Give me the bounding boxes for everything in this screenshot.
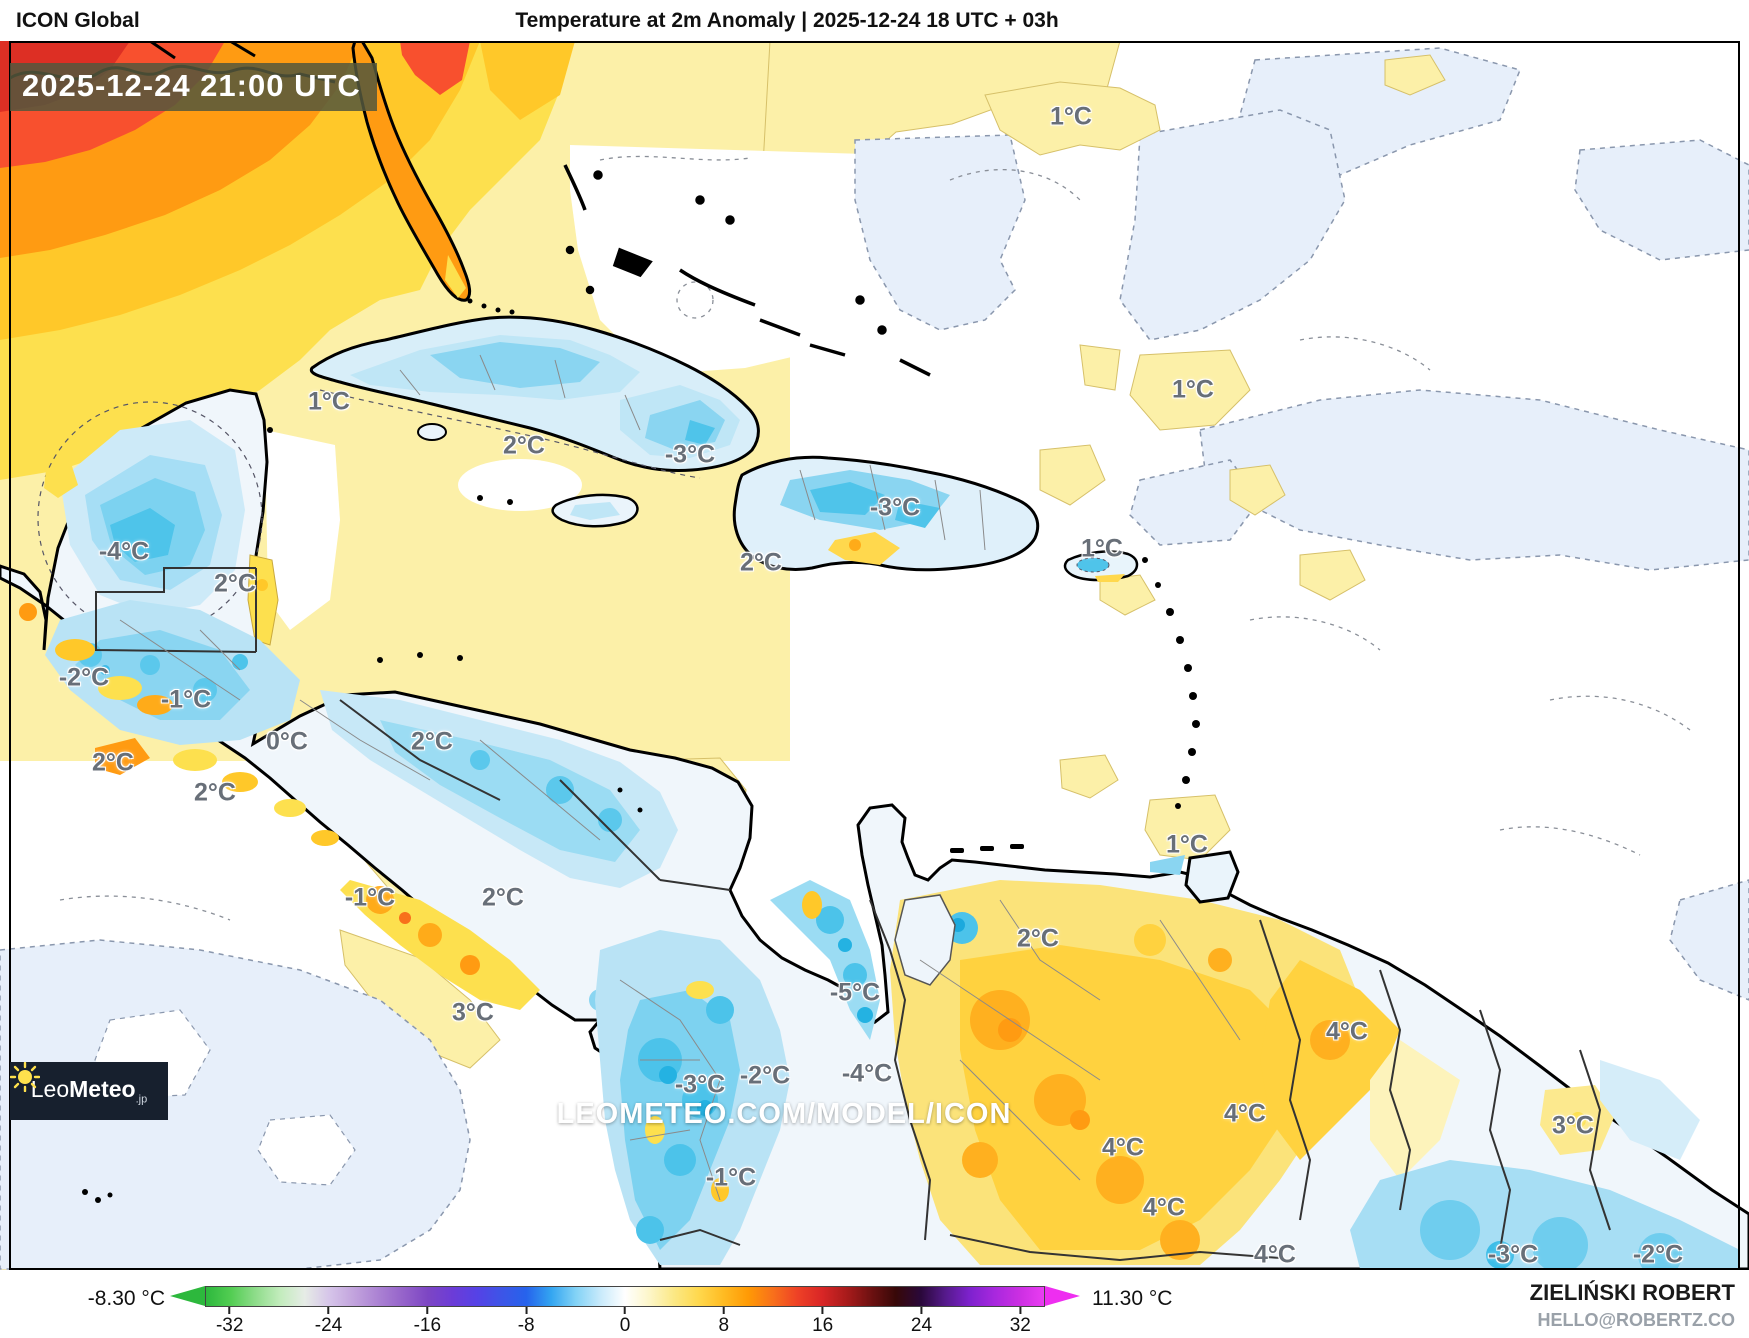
country-borders bbox=[95, 469, 1611, 1262]
author-name: ZIELIŃSKI ROBERT bbox=[1529, 1280, 1735, 1305]
footer-bar: -8.30 °C -32 -24 -16 -8 0 8 16 24 32 11.30 °C ZI… bbox=[0, 1270, 1749, 1338]
colorbar-tick: 0 bbox=[620, 1307, 630, 1337]
lesser-antilles bbox=[82, 427, 1200, 1203]
colorbar-tick: -32 bbox=[216, 1307, 243, 1337]
brazil-cool-anomaly bbox=[1350, 1060, 1740, 1270]
florida bbox=[351, 41, 515, 315]
model-name: ICON Global bbox=[16, 9, 140, 32]
hispaniola bbox=[732, 455, 1040, 572]
lake-maracaibo bbox=[894, 894, 956, 986]
trinidad bbox=[1184, 850, 1240, 904]
colorbar-tick: -8 bbox=[518, 1307, 535, 1337]
colorbar-tick: 16 bbox=[812, 1307, 833, 1337]
map-canvas[interactable]: 1°C 1°C 2°C -3°C 1°C -4°C -3°C 2°C 2°C 1°C -2°C -1°… bbox=[0, 41, 1749, 1270]
contour-lines bbox=[59, 155, 1691, 921]
map-frame bbox=[9, 41, 1740, 1270]
colorbar-min-label: -8.30 °C bbox=[87, 1287, 165, 1310]
warm-sea-spots bbox=[984, 54, 1446, 861]
colorbar-tick: 8 bbox=[719, 1307, 729, 1337]
paria-anomaly bbox=[1150, 855, 1185, 875]
watermark: LEOMETEO.COM/MODEL/ICON bbox=[556, 1098, 1012, 1130]
colorbar-tick: 24 bbox=[911, 1307, 932, 1337]
author-contact[interactable]: HELLO@ROBERTZ.CO bbox=[1537, 1310, 1735, 1330]
sun-icon bbox=[10, 1062, 40, 1092]
colorbar-ticks: -32 -24 -16 -8 0 8 16 24 32 bbox=[205, 1307, 1045, 1337]
colorbar-gradient bbox=[205, 1286, 1045, 1307]
leometeo-logo[interactable]: LeoMeteo.jp bbox=[10, 1062, 168, 1120]
bahamas-islands bbox=[563, 164, 931, 377]
map-art bbox=[0, 41, 1749, 1270]
colorbar-tick: -16 bbox=[414, 1307, 441, 1337]
cuba bbox=[309, 315, 760, 479]
colorbar-max-label: 11.30 °C bbox=[1092, 1287, 1173, 1310]
puerto-rico bbox=[1063, 550, 1139, 582]
header-bar: ICON Global Temperature at 2m Anomaly | … bbox=[0, 0, 1749, 41]
map-title: Temperature at 2m Anomaly | 2025-12-24 1… bbox=[515, 9, 1059, 32]
colombia-anomaly bbox=[595, 880, 880, 1265]
jamaica-anomaly bbox=[570, 502, 620, 520]
colorbar-left-arrow bbox=[170, 1286, 205, 1306]
venezuela-anomaly bbox=[890, 880, 1615, 1265]
yucatan-anomaly bbox=[37, 401, 279, 646]
colorbar-right-arrow bbox=[1045, 1286, 1080, 1306]
central-america-anomaly bbox=[19, 600, 678, 888]
colorbar-tick: -24 bbox=[315, 1307, 342, 1337]
logo-text: LeoMeteo.jp bbox=[30, 1076, 148, 1106]
timestamp-overlay: 2025-12-24 21:00 UTC bbox=[10, 63, 377, 111]
colorbar-tick: 32 bbox=[1010, 1307, 1031, 1337]
